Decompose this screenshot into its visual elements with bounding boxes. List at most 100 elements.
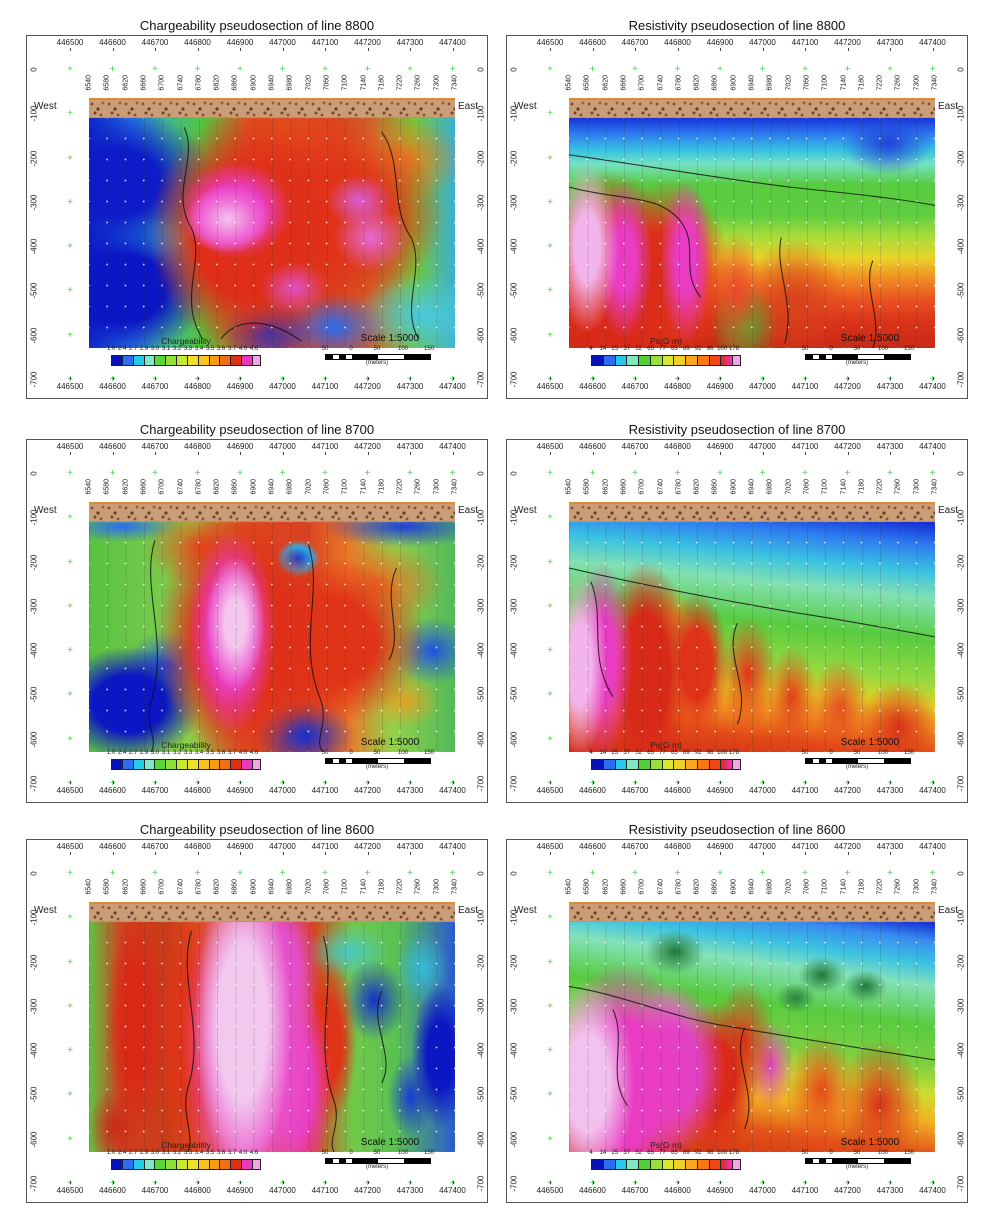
colorbar-tick-label: 3.4 [194, 750, 204, 756]
station-label: 7100 [341, 478, 349, 495]
station-label: 7300 [913, 74, 921, 91]
axis-tick [805, 1181, 806, 1184]
scale-number: 150 [903, 750, 915, 756]
depth-label-right: -100 [956, 105, 966, 122]
station-label: 7020 [305, 478, 313, 495]
depth-label-left: -700 [29, 1175, 39, 1192]
scale-segment [326, 1159, 333, 1163]
colorbar-tick-label: 3.5 [205, 750, 215, 756]
scale-unit-label: (meters) [365, 764, 389, 770]
station-label: 6620 [602, 74, 610, 91]
station-label: 6620 [602, 878, 610, 895]
colorbar-segment [166, 1159, 178, 1170]
easting-label: 446900 [706, 38, 734, 47]
easting-label: 447400 [919, 842, 946, 851]
panel-chargeability-8700: Chargeability pseudosection of line 8700… [26, 422, 488, 806]
scale-number: 0 [349, 750, 353, 756]
station-label: 6980 [286, 74, 294, 91]
scale-segment [326, 759, 333, 763]
colorbar-segment [686, 1159, 698, 1170]
scale-segment [819, 1159, 826, 1163]
easting-label: 447000 [269, 38, 296, 47]
depth-label-left: -500 [29, 282, 39, 299]
colorbar-tail-segment [252, 759, 261, 770]
axis-tick [155, 1181, 156, 1184]
axis-tick [367, 452, 369, 455]
west-label: West [514, 505, 537, 516]
scale-segment [326, 355, 333, 359]
contour-lines-icon [89, 522, 455, 752]
scale-bar-box: Scale 1:5000 50 0 50 100 150 (meters) [795, 1137, 945, 1177]
colorbar-segment [133, 759, 145, 770]
easting-label: 447200 [834, 38, 861, 47]
easting-label: 446500 [536, 1186, 564, 1195]
axis-tick [677, 452, 679, 455]
colorbar-tick-label: 52 [635, 750, 642, 756]
depth-label-left: -400 [29, 238, 39, 255]
colorbar-tick-label: 1.0 [106, 346, 116, 352]
colorbar-segment [591, 355, 604, 366]
easting-label: 447000 [269, 842, 296, 851]
scale-segment [806, 759, 813, 763]
depth-label-right: -200 [956, 554, 966, 571]
colorbar-segment [662, 759, 675, 770]
axis-tick [635, 48, 636, 51]
easting-label: 446700 [621, 786, 649, 795]
depth-label-left: 0 [509, 871, 519, 876]
station-label: 6740 [657, 878, 664, 895]
scale-number: 50 [321, 750, 329, 756]
scale-segment [825, 759, 832, 763]
topography-strip [89, 902, 455, 922]
easting-label: 447100 [791, 786, 819, 795]
station-label: 6940 [748, 478, 756, 495]
station-label: 6660 [140, 878, 148, 895]
axis-tick [762, 781, 764, 784]
axis-tick [155, 48, 156, 51]
axis-tick [282, 852, 284, 855]
colorbar-tick-label: 92 [694, 346, 702, 352]
scale-title: Scale 1:5000 [840, 1137, 900, 1148]
colorbar-tick-label: 92 [694, 750, 702, 756]
axis-tick [932, 377, 934, 380]
depth-label-right: -100 [476, 909, 486, 926]
axis-tick [197, 1181, 199, 1184]
colorbar-tick-label: 178 [728, 1150, 740, 1156]
colorbar-segment [198, 759, 210, 770]
scale-bar-segments-icon [805, 354, 911, 360]
colorbar-segment [187, 355, 199, 366]
station-label: 7260 [414, 74, 422, 91]
easting-label: 447200 [354, 842, 381, 851]
colorbar-segment [615, 1159, 628, 1170]
scale-bar-box: Scale 1:5000 50 0 50 100 150 (meters) [315, 1137, 465, 1177]
depth-label-left: -200 [509, 954, 519, 971]
easting-label: 447200 [354, 38, 381, 47]
topography-strip [569, 98, 935, 118]
axis-tick [762, 452, 764, 455]
station-label: 7260 [414, 878, 422, 895]
scale-number: 150 [903, 346, 915, 352]
plot-frame: 446500 446600 446700 446800 446900 447000 4471… [506, 35, 968, 399]
easting-label: 446800 [184, 382, 211, 391]
colorbar-tick-label: 3.6 [216, 750, 226, 756]
scale-bar-segments-icon [325, 354, 431, 360]
depth-label-right: 0 [476, 67, 486, 72]
axis-tick [550, 452, 551, 455]
easting-label: 446600 [579, 842, 606, 851]
scale-segment [858, 355, 884, 359]
station-label: 7300 [433, 478, 441, 495]
depth-label-left: -700 [509, 1175, 519, 1192]
depth-label-right: -700 [956, 371, 966, 388]
easting-label: 447400 [439, 382, 466, 391]
scale-bar-box: Scale 1:5000 50 0 50 100 150 (meters) [795, 737, 945, 777]
easting-label: 447400 [919, 38, 946, 47]
depth-label-left: -400 [29, 642, 39, 659]
colorbar-tick-label: 25 [611, 1150, 619, 1156]
depth-label-left: -700 [509, 775, 519, 792]
axis-tick [635, 452, 636, 455]
axis-tick [890, 377, 891, 380]
easting-label: 447100 [311, 442, 339, 451]
station-label: 6620 [122, 74, 130, 91]
colorbar-tick-label: 96 [706, 346, 714, 352]
colorbar: Ps(Ω·m) 4 14 25 37 52 65 77 85 89 92 96 100 178 [589, 740, 747, 774]
station-label: 7020 [785, 74, 793, 91]
